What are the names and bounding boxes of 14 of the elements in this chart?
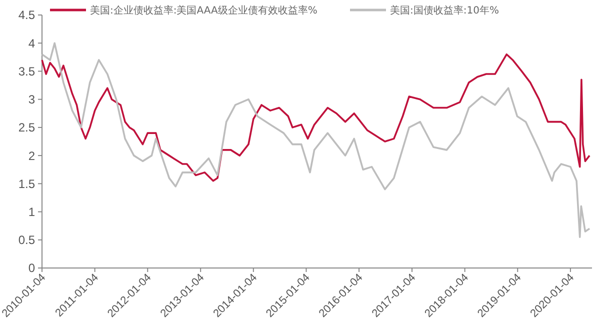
y-tick-label: 1	[28, 204, 36, 219]
y-tick-label: 3.5	[18, 64, 36, 78]
y-tick-label: 0.5	[18, 233, 36, 248]
line-series	[41, 53, 590, 182]
y-tick-label: 2	[28, 148, 36, 163]
y-tick-label: 3	[28, 92, 36, 107]
y-tick-label: 1.5	[18, 176, 36, 191]
line-series	[41, 42, 590, 238]
legend-label: 美国:国债收益率:10年%	[390, 4, 499, 16]
y-tick-label: 4.5	[18, 8, 36, 22]
y-tick-label: 0	[28, 261, 36, 276]
legend-label: 美国:企业债收益率:美国AAA级企业债有效收益率%	[90, 4, 318, 16]
y-tick-label: 4	[28, 36, 36, 50]
y-tick-label: 2.5	[18, 120, 36, 135]
